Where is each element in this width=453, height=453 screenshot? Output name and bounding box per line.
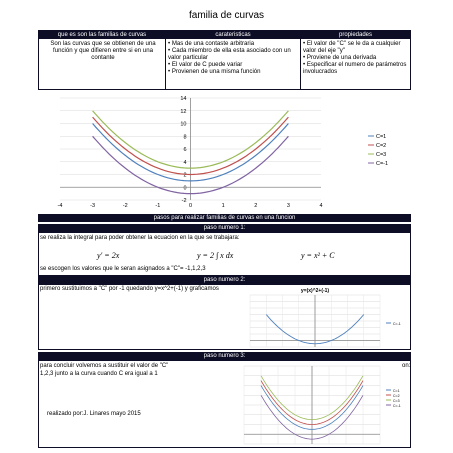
equation-derivative: y′ = 2x — [97, 251, 120, 260]
col3-header: propiedades — [301, 31, 410, 39]
legend-label: C=2 — [376, 143, 386, 149]
document-title: familia de curvas — [188, 10, 265, 21]
equation-integral: y = 2 ∫ x dx — [197, 251, 234, 260]
col-divider-2 — [300, 31, 301, 89]
col2-item: • El valor de C puede variar — [168, 61, 243, 68]
col2-item: • Cada miembro de ella esta asociado con… — [168, 47, 291, 61]
col3-list: • El valor de "C" se le da a cualquier v… — [303, 40, 410, 75]
y-tick-label: 12 — [180, 109, 186, 115]
concept-table: que es son las familias de curvas carate… — [38, 30, 411, 90]
y-tick-label: 2 — [183, 173, 186, 179]
y-tick-label: 10 — [180, 122, 186, 128]
series-line-C=-1 — [92, 135, 289, 195]
legend-label: C=3 — [376, 152, 386, 158]
y-tick-label: 8 — [183, 134, 186, 140]
legend-label: C=1 — [393, 389, 400, 393]
x-tick-label: -1 — [155, 203, 160, 209]
step3-chart: C=1C=2C=3C=-1 — [243, 365, 401, 445]
col1-text: Son las curvas que se obtienen de una fu… — [50, 40, 156, 61]
col2-item: • Provienen de una misma función — [168, 68, 261, 75]
chart-title: y=(x)^2+(-1) — [301, 288, 330, 294]
legend-label: C=-1 — [393, 322, 401, 326]
step2-box: primero sustituimos a "C" por -1 quedand… — [38, 284, 411, 350]
legend-label: C=2 — [393, 394, 400, 398]
step3-box: para concluir volvemos a sustituir el va… — [38, 360, 411, 448]
col2-list: • Mas de una contaste arbitraria • Cada … — [168, 40, 300, 75]
step3-header: paso numero 3: — [38, 352, 411, 360]
y-tick-label: 14 — [180, 96, 186, 102]
col3-item: • Proviene de una derivada — [303, 54, 377, 61]
series-line-C=3 — [92, 110, 289, 169]
y-tick-label: 6 — [183, 147, 186, 153]
x-tick-label: 4 — [319, 203, 322, 209]
legend-label: C=-1 — [376, 161, 388, 167]
step1-text2: se escogen los valores que le seran asig… — [40, 266, 206, 272]
step3-text2: 1,2,3 junto a la curva cuando C era igua… — [40, 371, 158, 377]
y-tick-label: 4 — [183, 160, 186, 166]
col3-item: • El valor de "C" se le da a cualquier v… — [303, 40, 401, 54]
col2-item: • Mas de una contaste arbitraria — [168, 40, 255, 47]
y-tick-label: 0 — [183, 185, 186, 191]
step1-box: se realiza la integral para poder obtene… — [38, 232, 411, 276]
series-line-C=3 — [260, 375, 364, 420]
step1-text: se realiza la integral para poder obtene… — [40, 235, 240, 241]
equation-family: y = x² + C — [301, 251, 335, 260]
steps-header: pasos para realizar familias de curvas e… — [38, 214, 411, 222]
legend-label: C=-1 — [393, 404, 401, 408]
col1-header: que es son las familias de curvas — [39, 31, 165, 39]
x-tick-label: 0 — [189, 203, 192, 209]
legend-label: C=3 — [393, 399, 400, 403]
x-tick-label: 2 — [254, 203, 257, 209]
x-tick-label: -2 — [123, 203, 128, 209]
step2-chart: C=-1 y=(x)^2+(-1) — [249, 288, 401, 348]
step2-text: primero sustituimos a "C" por -1 quedand… — [40, 286, 219, 292]
col3-item: • Especificar el numero de parámetros in… — [303, 61, 407, 75]
series-line-C=1 — [92, 123, 289, 182]
col2-header: carateristicas — [166, 31, 300, 39]
step1-header: paso numero 1: — [38, 224, 411, 232]
series-line-C=-1 — [265, 314, 365, 345]
x-tick-label: 1 — [222, 203, 225, 209]
series-line-C=1 — [260, 385, 364, 430]
x-tick-label: -3 — [90, 203, 95, 209]
step3-text-tail: on: — [402, 363, 411, 369]
col-divider-1 — [165, 31, 166, 89]
step2-header: paso numero 2: — [38, 276, 411, 284]
step3-text: para concluir volvemos a sustituir el va… — [40, 363, 169, 369]
x-tick-label: -4 — [58, 203, 63, 209]
author-credit: realizado por:J. Linares mayo 2015 — [47, 411, 141, 417]
series-line-C=-1 — [260, 395, 364, 440]
legend-label: C=1 — [376, 134, 386, 140]
x-tick-label: 3 — [287, 203, 290, 209]
y-tick-label: -2 — [182, 198, 187, 204]
